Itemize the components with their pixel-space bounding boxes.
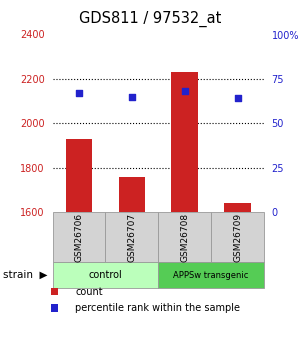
Text: GDS811 / 97532_at: GDS811 / 97532_at bbox=[79, 11, 221, 27]
Text: APPSw transgenic: APPSw transgenic bbox=[173, 270, 249, 280]
Bar bbox=[172, 72, 198, 212]
Text: GSM26709: GSM26709 bbox=[233, 213, 242, 262]
Bar bbox=[66, 139, 92, 212]
Text: strain  ▶: strain ▶ bbox=[3, 270, 47, 280]
Text: GSM26707: GSM26707 bbox=[127, 213, 136, 262]
Point bbox=[129, 94, 134, 99]
Text: percentile rank within the sample: percentile rank within the sample bbox=[75, 303, 240, 313]
Text: control: control bbox=[88, 270, 122, 280]
Bar bbox=[224, 203, 251, 212]
Bar bbox=[118, 177, 145, 212]
Text: GSM26708: GSM26708 bbox=[180, 213, 189, 262]
Text: count: count bbox=[75, 287, 103, 296]
Point bbox=[76, 90, 81, 96]
Text: GSM26706: GSM26706 bbox=[74, 213, 83, 262]
Point bbox=[182, 89, 187, 94]
Point bbox=[235, 96, 240, 101]
